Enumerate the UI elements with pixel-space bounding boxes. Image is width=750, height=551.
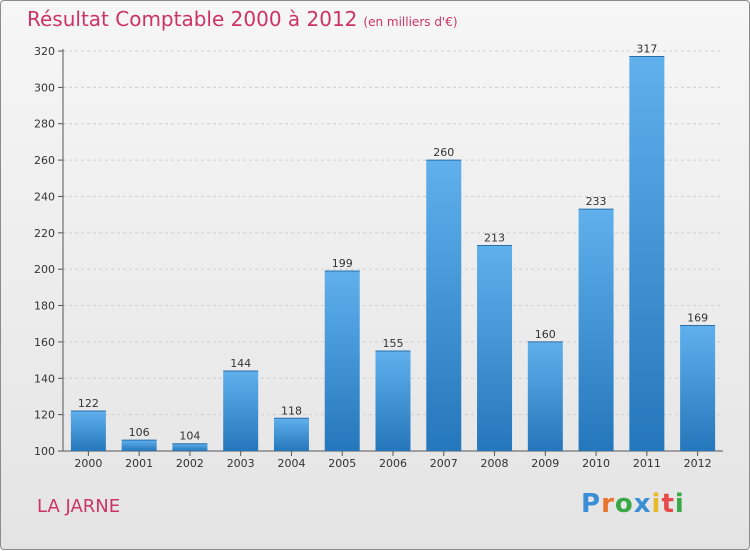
logo-letter: i bbox=[674, 489, 685, 519]
y-tick-label: 120 bbox=[34, 409, 55, 422]
x-tick-label-2001: 2001 bbox=[125, 457, 153, 470]
y-tick-label: 180 bbox=[34, 300, 55, 313]
data-label-2010: 233 bbox=[586, 195, 607, 208]
x-tick-label-2008: 2008 bbox=[481, 457, 509, 470]
data-label-2011: 317 bbox=[636, 42, 657, 55]
x-tick-label-2007: 2007 bbox=[430, 457, 458, 470]
x-tick-label-2000: 2000 bbox=[74, 457, 102, 470]
bar-2006 bbox=[375, 351, 411, 451]
bar-2001 bbox=[121, 440, 157, 451]
data-label-2004: 118 bbox=[281, 404, 302, 417]
logo-letter: o bbox=[614, 489, 634, 519]
x-tick-label-2011: 2011 bbox=[633, 457, 661, 470]
y-tick-label: 220 bbox=[34, 227, 55, 240]
x-tick-label-2004: 2004 bbox=[277, 457, 305, 470]
logo-letter: t bbox=[661, 489, 675, 519]
x-tick-label-2006: 2006 bbox=[379, 457, 407, 470]
data-label-2000: 122 bbox=[78, 397, 99, 410]
logo-letter: i bbox=[651, 489, 662, 519]
bar-2009 bbox=[527, 341, 563, 451]
x-tick-label-2002: 2002 bbox=[176, 457, 204, 470]
chart-subtitle: (en milliers d'€) bbox=[363, 15, 458, 29]
data-label-2002: 104 bbox=[179, 430, 200, 443]
x-tick-label-2009: 2009 bbox=[531, 457, 559, 470]
y-tick-label: 100 bbox=[34, 445, 55, 458]
bar-2012 bbox=[680, 325, 716, 451]
bar-2000 bbox=[70, 411, 106, 451]
bar-2008 bbox=[477, 245, 513, 451]
bar-2003 bbox=[223, 371, 259, 451]
bar-2007 bbox=[426, 160, 462, 451]
data-label-2012: 169 bbox=[687, 312, 708, 325]
proxiti-logo[interactable]: Proxiti bbox=[581, 489, 685, 519]
y-tick-label: 200 bbox=[34, 263, 55, 276]
y-tick-label: 240 bbox=[34, 190, 55, 203]
y-tick-label: 260 bbox=[34, 154, 55, 167]
data-label-2007: 260 bbox=[433, 146, 454, 159]
bar-2010 bbox=[578, 209, 614, 451]
x-tick-label-2012: 2012 bbox=[684, 457, 712, 470]
bar-2002 bbox=[172, 443, 208, 451]
logo-letter: x bbox=[633, 489, 652, 519]
y-tick-label: 300 bbox=[34, 81, 55, 94]
logo-letter: P bbox=[581, 489, 602, 519]
data-label-2006: 155 bbox=[383, 337, 404, 350]
y-tick-label: 140 bbox=[34, 372, 55, 385]
chart-title: Résultat Comptable 2000 à 2012 (en millie… bbox=[27, 7, 458, 31]
commune-name: LA JARNE bbox=[37, 496, 121, 517]
logo-letter: r bbox=[601, 489, 615, 519]
bar-2004 bbox=[273, 418, 309, 451]
data-label-2008: 213 bbox=[484, 232, 505, 245]
data-label-2001: 106 bbox=[129, 426, 150, 439]
data-label-2003: 144 bbox=[230, 357, 251, 370]
bar-2005 bbox=[324, 271, 360, 451]
bar-2011 bbox=[629, 56, 665, 452]
x-tick-label-2010: 2010 bbox=[582, 457, 610, 470]
chart-title-text: Résultat Comptable 2000 à 2012 bbox=[27, 7, 358, 31]
x-tick-label-2005: 2005 bbox=[328, 457, 356, 470]
data-label-2005: 199 bbox=[332, 257, 353, 270]
x-tick-label-2003: 2003 bbox=[227, 457, 255, 470]
y-tick-label: 320 bbox=[34, 45, 55, 58]
y-tick-label: 280 bbox=[34, 118, 55, 131]
y-tick-label: 160 bbox=[34, 336, 55, 349]
data-label-2009: 160 bbox=[535, 328, 556, 341]
